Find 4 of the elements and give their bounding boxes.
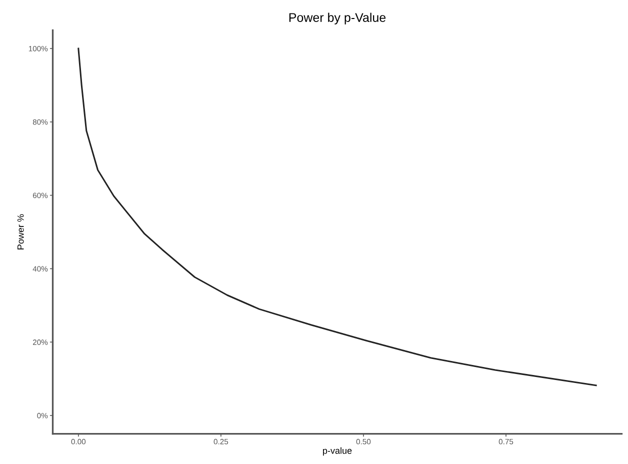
y-axis-title: Power % xyxy=(17,214,24,250)
chart-title: Power by p-Value xyxy=(289,12,386,24)
line-series xyxy=(78,48,597,386)
x-axis-title: p-value xyxy=(323,447,352,456)
